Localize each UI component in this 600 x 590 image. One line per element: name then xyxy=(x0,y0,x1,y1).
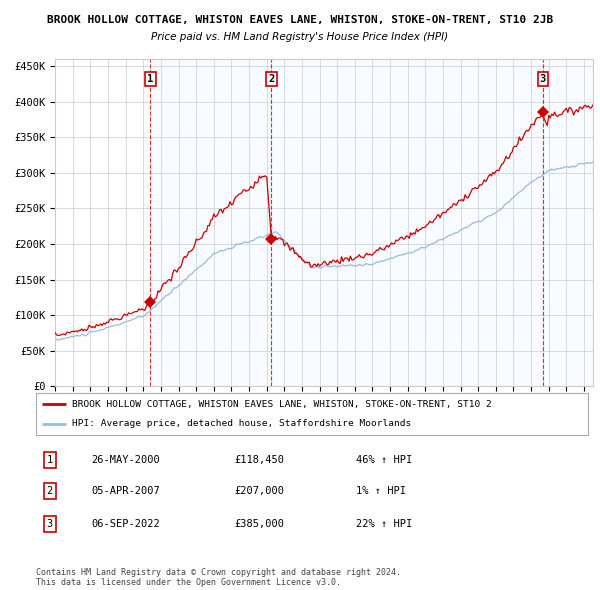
Bar xyxy=(543,59,593,386)
Text: 1% ↑ HPI: 1% ↑ HPI xyxy=(356,486,406,496)
Text: £385,000: £385,000 xyxy=(235,519,285,529)
Text: HPI: Average price, detached house, Staffordshire Moorlands: HPI: Average price, detached house, Staf… xyxy=(72,419,411,428)
Bar xyxy=(271,59,543,386)
Text: 3: 3 xyxy=(47,519,53,529)
Text: 46% ↑ HPI: 46% ↑ HPI xyxy=(356,455,412,465)
Text: 05-APR-2007: 05-APR-2007 xyxy=(91,486,160,496)
Text: BROOK HOLLOW COTTAGE, WHISTON EAVES LANE, WHISTON, STOKE-ON-TRENT, ST10 2: BROOK HOLLOW COTTAGE, WHISTON EAVES LANE… xyxy=(72,400,491,409)
Text: 1: 1 xyxy=(147,74,154,84)
Text: BROOK HOLLOW COTTAGE, WHISTON EAVES LANE, WHISTON, STOKE-ON-TRENT, ST10 2JB: BROOK HOLLOW COTTAGE, WHISTON EAVES LANE… xyxy=(47,15,553,25)
Text: 2: 2 xyxy=(47,486,53,496)
Text: 06-SEP-2022: 06-SEP-2022 xyxy=(91,519,160,529)
Bar xyxy=(151,59,271,386)
Text: 26-MAY-2000: 26-MAY-2000 xyxy=(91,455,160,465)
Text: Price paid vs. HM Land Registry's House Price Index (HPI): Price paid vs. HM Land Registry's House … xyxy=(151,32,449,42)
Text: 3: 3 xyxy=(540,74,546,84)
Text: 1: 1 xyxy=(47,455,53,465)
Text: £118,450: £118,450 xyxy=(235,455,285,465)
Text: Contains HM Land Registry data © Crown copyright and database right 2024.
This d: Contains HM Land Registry data © Crown c… xyxy=(36,568,401,587)
Text: 22% ↑ HPI: 22% ↑ HPI xyxy=(356,519,412,529)
Text: 2: 2 xyxy=(268,74,275,84)
Text: £207,000: £207,000 xyxy=(235,486,285,496)
